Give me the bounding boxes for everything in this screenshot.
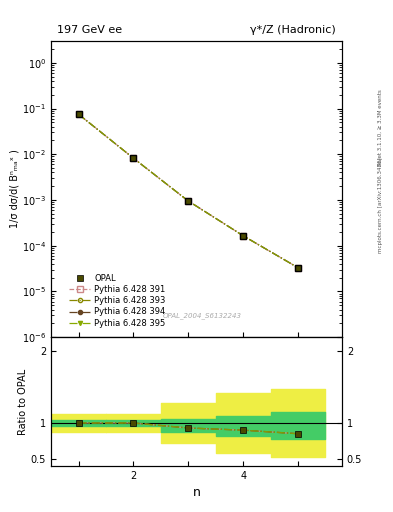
Text: 197 GeV ee: 197 GeV ee (57, 25, 122, 35)
Text: γ*/Z (Hadronic): γ*/Z (Hadronic) (250, 25, 336, 35)
Y-axis label: 1/σ dσ/d( Bⁿₘₐˣ ): 1/σ dσ/d( Bⁿₘₐˣ ) (9, 150, 19, 228)
Y-axis label: Ratio to OPAL: Ratio to OPAL (18, 369, 28, 435)
X-axis label: n: n (193, 486, 200, 499)
Text: Rivet 3.1.10, ≥ 3.3M events: Rivet 3.1.10, ≥ 3.3M events (378, 90, 383, 166)
Text: mcplots.cern.ch [arXiv:1306.3436]: mcplots.cern.ch [arXiv:1306.3436] (378, 157, 383, 252)
Legend: OPAL, Pythia 6.428 391, Pythia 6.428 393, Pythia 6.428 394, Pythia 6.428 395: OPAL, Pythia 6.428 391, Pythia 6.428 393… (67, 272, 168, 330)
Text: OPAL_2004_S6132243: OPAL_2004_S6132243 (163, 313, 242, 319)
